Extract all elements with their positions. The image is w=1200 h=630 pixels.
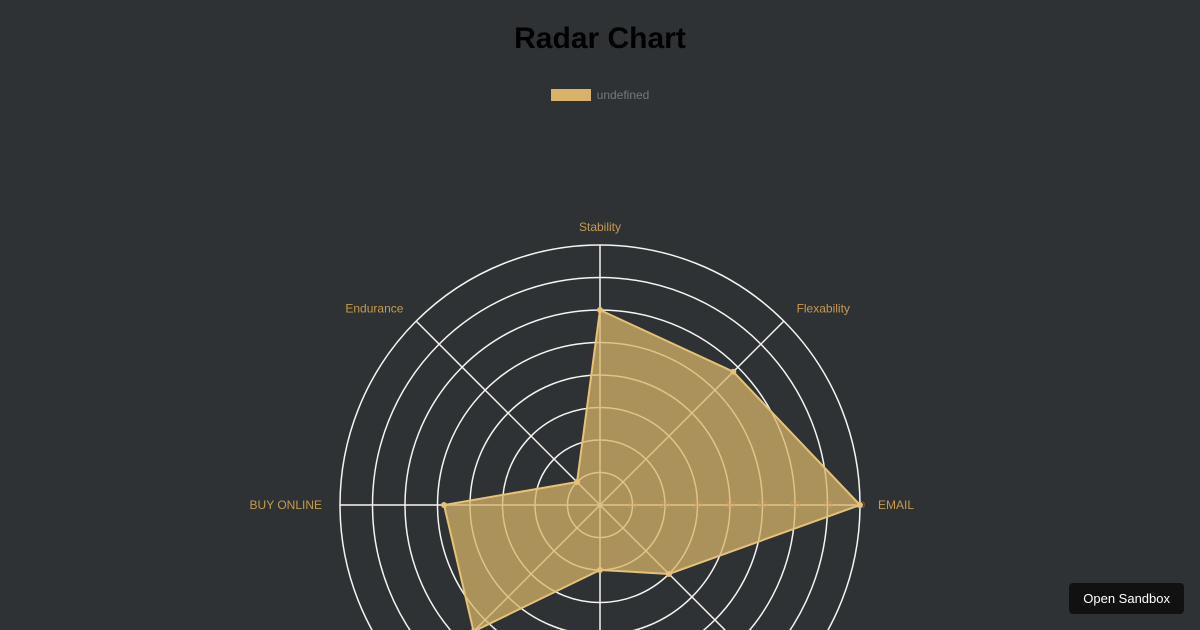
radar-svg: StabilityFlexabilityEMAILBUY ONLINEBUY O…	[0, 110, 1200, 630]
svg-text:EMAIL: EMAIL	[878, 498, 914, 512]
open-sandbox-button[interactable]: Open Sandbox	[1069, 583, 1184, 614]
chart-title: Radar Chart	[0, 22, 1200, 56]
radar-chart: StabilityFlexabilityEMAILBUY ONLINEBUY O…	[0, 110, 1200, 630]
legend-label: undefined	[597, 88, 650, 102]
svg-text:Flexability: Flexability	[797, 301, 850, 315]
svg-text:Stability: Stability	[579, 220, 621, 234]
svg-text:BUY ONLINE: BUY ONLINE	[250, 498, 322, 512]
legend: undefined	[0, 88, 1200, 106]
legend-swatch-icon	[551, 89, 591, 101]
legend-item: undefined	[551, 88, 650, 102]
svg-text:Endurance: Endurance	[345, 301, 403, 315]
